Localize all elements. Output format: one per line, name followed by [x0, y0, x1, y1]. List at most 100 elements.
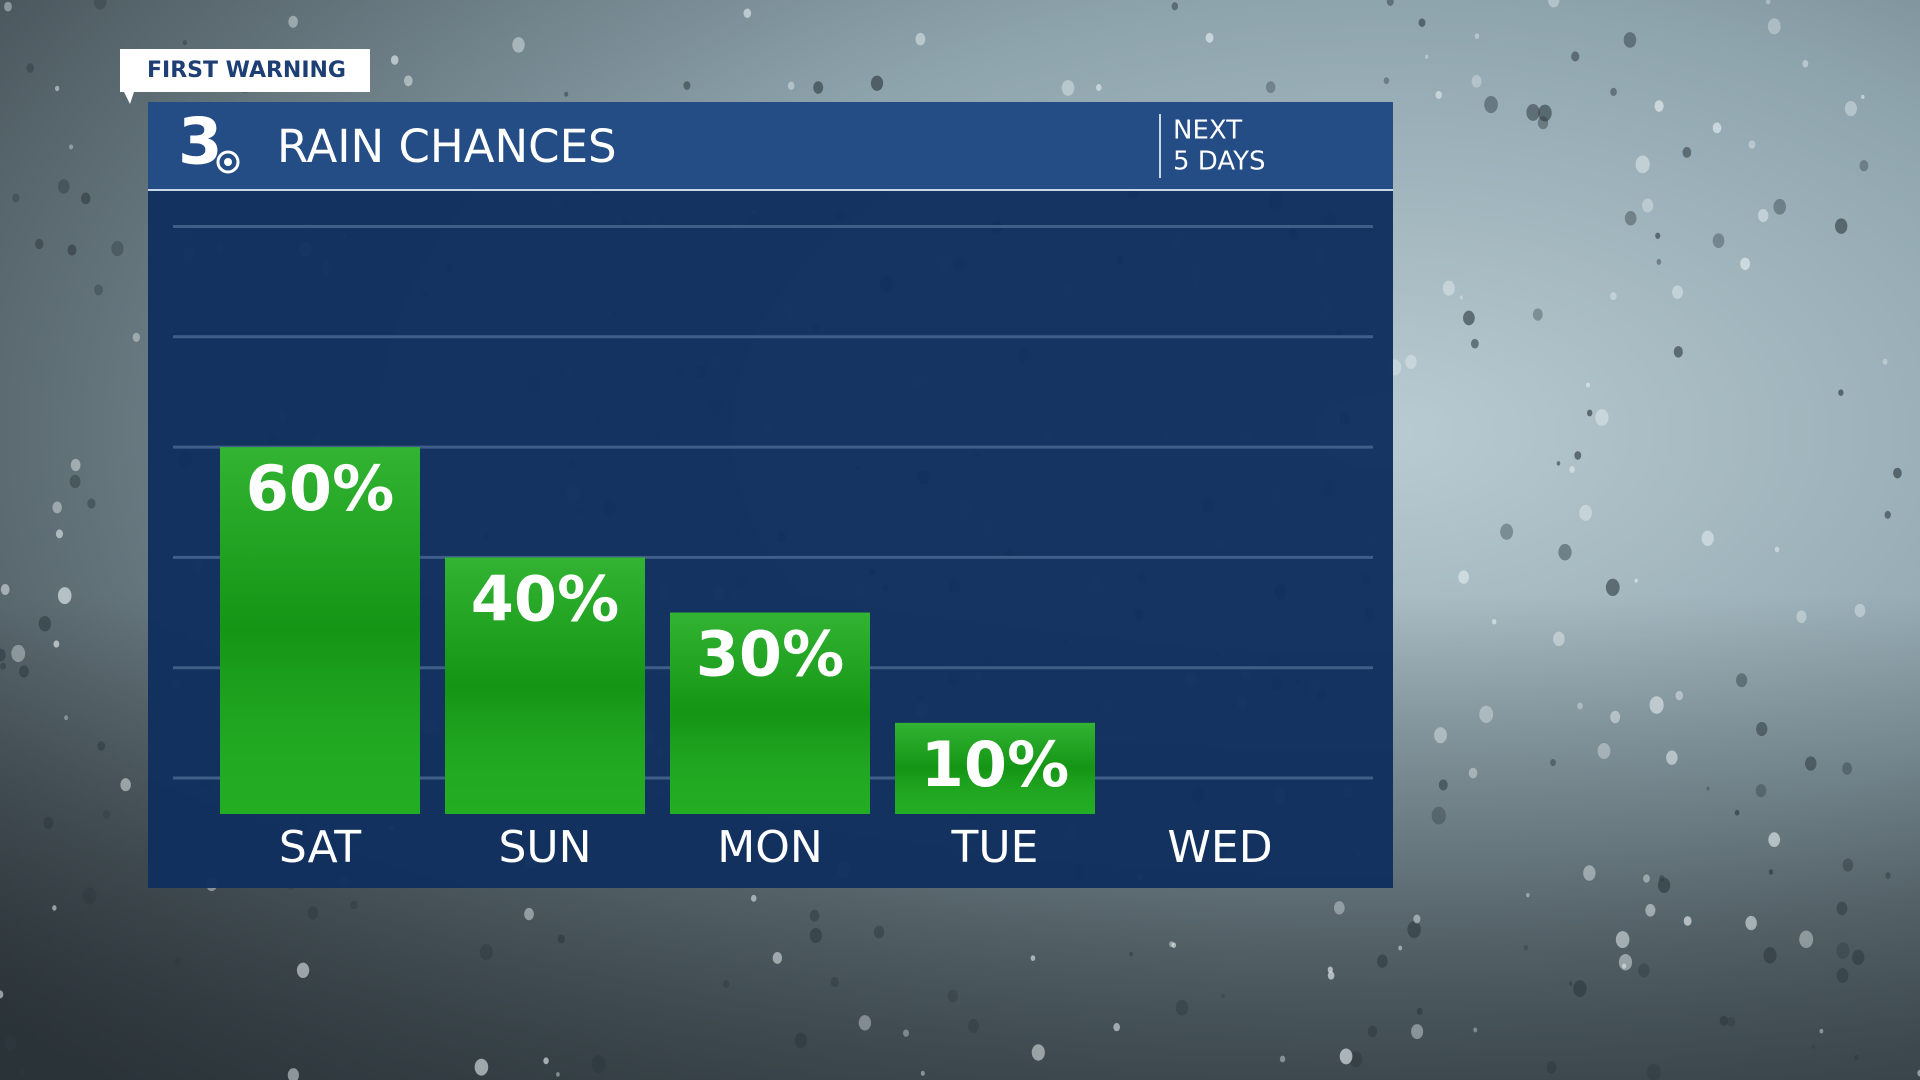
raindrop: [1579, 504, 1592, 521]
raindrop: [556, 1072, 560, 1077]
raindrop: [97, 741, 106, 751]
raindrop: [479, 943, 493, 961]
raindrop: [809, 928, 822, 944]
raindrop: [830, 976, 839, 988]
raindrop: [69, 474, 81, 489]
raindrop: [858, 1015, 872, 1031]
raindrop: [1672, 285, 1683, 300]
raindrop: [524, 907, 534, 921]
raindrop: [1755, 784, 1767, 798]
value-label: 30%: [696, 618, 844, 691]
raindrop: [1844, 101, 1857, 117]
raindrop: [947, 989, 959, 1003]
raindrop: [1548, 0, 1560, 8]
raindrop: [1526, 104, 1540, 121]
raindrop: [1885, 872, 1891, 879]
raindrop: [1431, 806, 1446, 825]
raindrop: [1327, 966, 1333, 973]
logo-eye: [216, 150, 240, 174]
value-label: 40%: [471, 562, 619, 635]
raindrop: [0, 583, 10, 595]
raindrop: [1748, 140, 1756, 149]
raindrop: [1573, 980, 1587, 998]
raindrop: [1585, 382, 1591, 388]
raindrop: [1622, 963, 1627, 969]
raindrop: [54, 85, 60, 92]
raindrop: [1171, 942, 1177, 948]
raindrop: [1712, 122, 1722, 134]
raindrop: [543, 1057, 549, 1065]
raindrop: [813, 81, 824, 94]
raindrop: [1523, 944, 1529, 951]
raindrop: [57, 587, 72, 605]
plot-area: SAT 60% SUN 40% MON 30% TUE 10% WED: [173, 225, 1373, 873]
raindrop: [1556, 461, 1561, 466]
raindrop: [1418, 18, 1426, 27]
raindrop: [1095, 84, 1102, 92]
raindrop: [1655, 232, 1661, 239]
raindrop: [1768, 832, 1781, 848]
raindrop: [1438, 779, 1448, 791]
raindrop: [1416, 1007, 1423, 1016]
raindrop: [1550, 758, 1556, 767]
raindrop: [52, 905, 57, 911]
raindrop: [0, 662, 6, 670]
raindrop: [1532, 308, 1543, 321]
raindrop: [1595, 409, 1609, 426]
raindrop: [1571, 51, 1580, 62]
raindrop: [53, 640, 60, 648]
raindrop: [19, 665, 29, 678]
raindrop: [1383, 77, 1390, 85]
raindrop: [1736, 673, 1748, 688]
raindrop: [967, 1018, 979, 1033]
raindrop: [1654, 100, 1664, 112]
subtitle-line: NEXT: [1173, 116, 1242, 146]
raindrop: [1842, 858, 1854, 872]
raindrop: [870, 75, 884, 91]
bar-shading: [895, 722, 1095, 814]
raindrop: [1435, 90, 1442, 99]
raindrop: [1327, 971, 1335, 980]
raindrop: [1649, 696, 1664, 714]
raindrop: [1666, 750, 1678, 765]
raindrop: [1061, 80, 1075, 96]
raindrop: [557, 934, 565, 944]
raindrop: [1773, 198, 1787, 215]
raindrop: [1805, 756, 1817, 771]
raindrop: [1221, 993, 1225, 999]
raindrop: [1834, 218, 1848, 234]
raindrop: [1765, 0, 1771, 5]
bar-shading: [220, 447, 420, 814]
raindrop: [1836, 942, 1850, 959]
raindrop: [1030, 955, 1036, 962]
logo: 3: [178, 106, 223, 180]
raindrop: [1113, 1022, 1120, 1032]
raindrop: [1656, 258, 1662, 265]
raindrop: [38, 616, 51, 632]
raindrop: [1854, 603, 1866, 618]
raindrop: [1740, 257, 1751, 271]
raindrop: [1583, 865, 1596, 881]
raindrop: [4, 1035, 17, 1051]
raindrop: [1471, 74, 1482, 88]
raindrop: [1367, 1025, 1378, 1038]
raindrop: [43, 816, 54, 830]
raindrop: [794, 1032, 808, 1049]
raindrop: [1768, 869, 1774, 875]
raindrop: [1558, 543, 1572, 561]
raindrop: [903, 1029, 909, 1037]
raindrop: [1618, 953, 1633, 971]
raindrop: [1525, 892, 1530, 898]
raindrop: [915, 32, 926, 46]
raindrop: [4, 1, 12, 12]
raindrop: [1474, 33, 1480, 39]
raindrop: [1597, 742, 1611, 759]
raindrop: [1675, 690, 1684, 701]
raindrop: [1624, 210, 1637, 226]
x-tick-label: WED: [1167, 822, 1272, 873]
raindrop: [307, 906, 319, 920]
raindrop: [1484, 95, 1498, 114]
raindrop: [1712, 233, 1725, 248]
raindrop: [1682, 146, 1692, 158]
